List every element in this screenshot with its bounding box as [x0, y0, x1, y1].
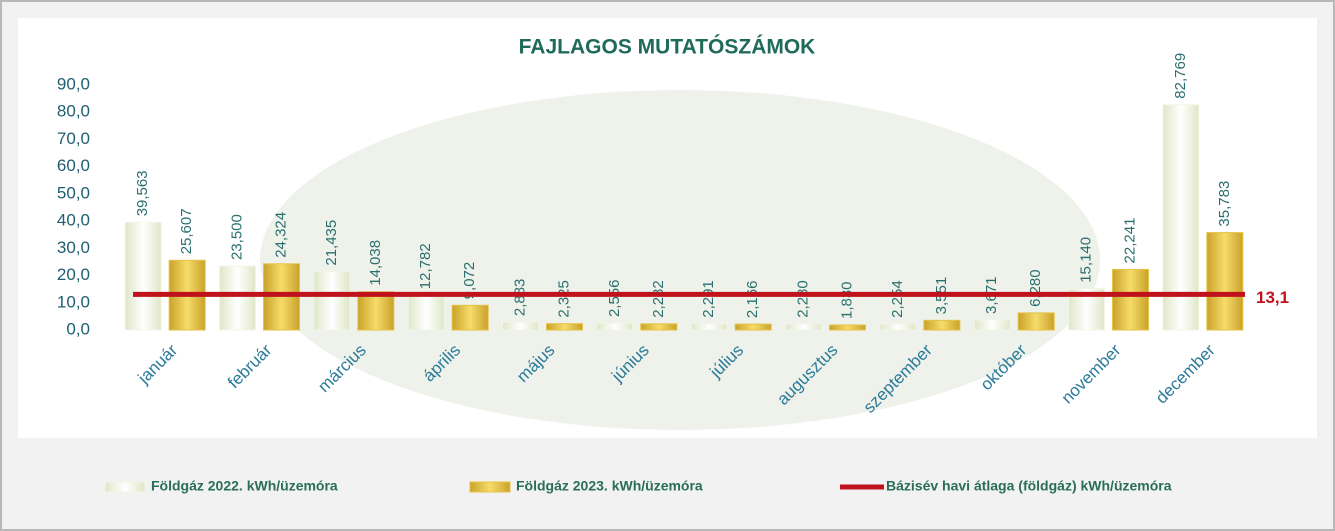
bar	[357, 291, 395, 331]
value-label: 21,435	[323, 220, 340, 266]
legend-label: Bázisév havi átlaga (földgáz) kWh/üzemór…	[886, 478, 1172, 494]
bar	[690, 323, 728, 331]
bar	[923, 319, 961, 331]
bar	[879, 323, 917, 331]
y-tick-label: 60,0	[57, 156, 90, 175]
bar	[451, 304, 489, 331]
bar	[640, 323, 678, 331]
bar	[1017, 312, 1055, 331]
y-tick-label: 80,0	[57, 102, 90, 121]
value-label: 35,783	[1216, 181, 1233, 227]
bar	[596, 322, 634, 331]
value-label: 2,282	[650, 280, 667, 318]
value-label: 14,038	[367, 240, 384, 286]
value-label: 39,563	[134, 170, 151, 216]
value-label: 22,241	[1121, 218, 1138, 264]
bar	[973, 319, 1011, 331]
bar	[785, 323, 822, 331]
bar	[219, 265, 256, 331]
bar	[407, 294, 445, 331]
bar	[546, 323, 583, 331]
y-tick-label: 10,0	[57, 292, 90, 311]
value-label: 6,280	[1027, 269, 1044, 307]
value-label: 25,607	[178, 208, 195, 254]
value-label: 2,883	[511, 279, 528, 317]
bar	[1112, 268, 1149, 331]
value-label: 2,325	[555, 280, 572, 318]
value-label: 9,072	[461, 262, 478, 300]
bar	[734, 323, 772, 331]
y-tick-label: 50,0	[57, 183, 90, 202]
bar	[829, 324, 866, 331]
bar	[1206, 232, 1244, 331]
baseline-label: 13,1	[1256, 288, 1289, 307]
bar	[124, 221, 162, 331]
legend-swatch	[104, 481, 146, 493]
value-label: 1,830	[838, 281, 855, 319]
value-label: 24,324	[272, 212, 289, 258]
y-tick-label: 0,0	[66, 319, 90, 338]
value-label: 2,280	[794, 280, 811, 318]
legend-label: Földgáz 2023. kWh/üzemóra	[516, 478, 703, 494]
value-label: 2,556	[606, 279, 623, 317]
value-label: 2,291	[700, 280, 717, 318]
y-tick-label: 30,0	[57, 238, 90, 257]
bar	[313, 271, 351, 331]
chart-title: FAJLAGOS MUTATÓSZÁMOK	[519, 35, 816, 59]
value-label: 12,782	[417, 243, 434, 289]
value-label: 82,769	[1172, 53, 1189, 99]
value-label: 2,166	[744, 281, 761, 319]
y-tick-label: 90,0	[57, 74, 90, 93]
y-tick-label: 20,0	[57, 265, 90, 284]
value-label: 23,500	[228, 214, 245, 260]
legend-swatch	[469, 481, 511, 493]
y-tick-label: 40,0	[57, 211, 90, 230]
y-tick-label: 70,0	[57, 129, 90, 148]
watermark	[260, 90, 1100, 430]
value-label: 15,140	[1077, 237, 1094, 283]
bar	[263, 263, 300, 331]
legend-label: Földgáz 2022. kWh/üzemóra	[151, 478, 338, 494]
bar	[502, 321, 539, 331]
value-label: 2,254	[889, 280, 906, 318]
